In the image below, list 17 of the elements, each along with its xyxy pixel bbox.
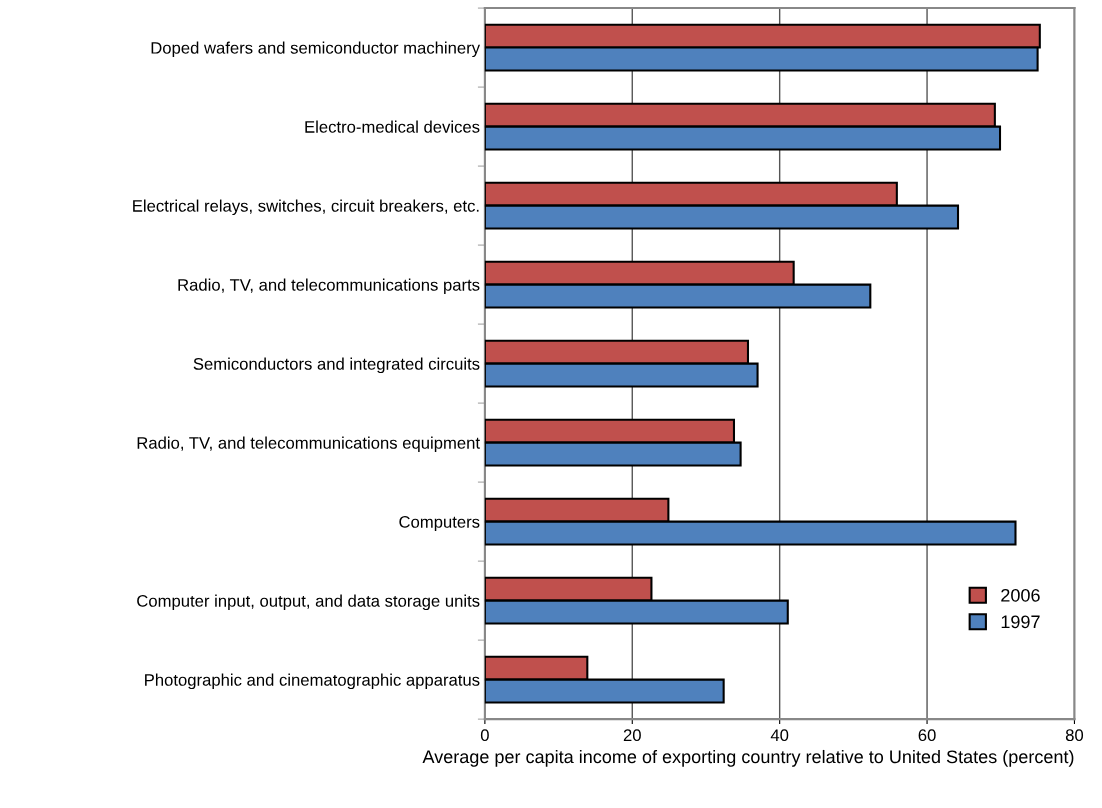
y-tick-label: Doped wafers and semiconductor machinery xyxy=(151,41,481,58)
x-tick-label: 0 xyxy=(480,729,489,742)
x-tick-label: 20 xyxy=(623,729,641,742)
y-tick-label: Computer input, output, and data storage units xyxy=(137,594,480,611)
legend-label: 2006 xyxy=(1001,588,1040,602)
y-tick-label: Semiconductors and integrated circuits xyxy=(193,357,480,374)
y-tick-label: Radio, TV, and telecommunications parts xyxy=(178,278,480,295)
x-tick-label: 80 xyxy=(1065,729,1084,742)
x-tick-label: 60 xyxy=(918,729,936,742)
y-tick-label: Computers xyxy=(399,516,480,532)
x-tick-label: 40 xyxy=(770,729,789,742)
y-tick-label: Radio, TV, and telecommunications equipment xyxy=(137,436,480,453)
y-tick-label: Photographic and cinematographic apparatus xyxy=(145,673,480,690)
legend-label: 1997 xyxy=(1001,615,1040,629)
x-axis-title: Average per capita income of exporting country relative to United States (percent) xyxy=(422,749,1074,767)
y-tick-label: Electro-medical devices xyxy=(305,120,480,133)
y-tick-label: Electrical relays, switches, circuit breakers, etc. xyxy=(133,199,479,216)
